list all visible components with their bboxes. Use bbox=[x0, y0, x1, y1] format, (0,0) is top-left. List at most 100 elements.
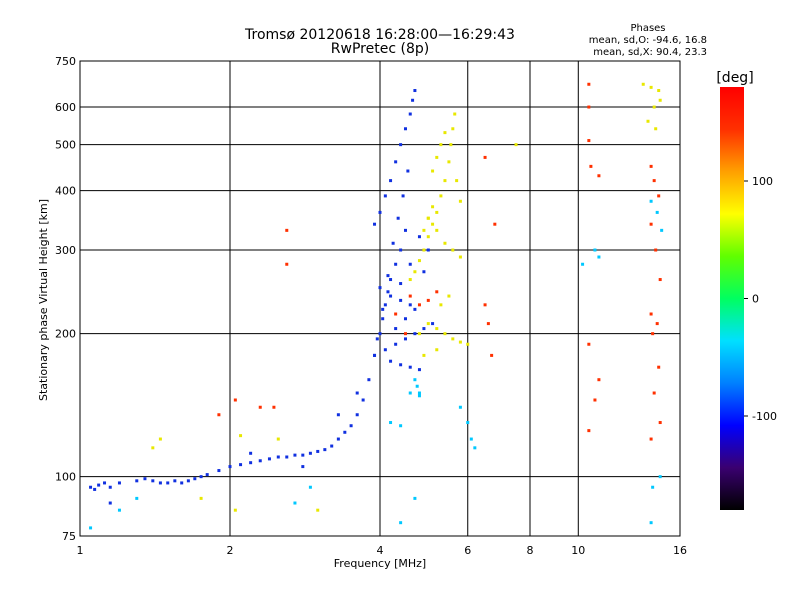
data-point bbox=[587, 429, 591, 433]
data-point bbox=[439, 303, 443, 307]
x-tick-label: 6 bbox=[464, 544, 471, 557]
data-point bbox=[439, 143, 443, 147]
data-point bbox=[391, 241, 395, 245]
data-point bbox=[451, 127, 455, 131]
chart-title-line1: Tromsø 20120618 16:28:00—16:29:43 bbox=[244, 27, 515, 43]
data-point bbox=[403, 127, 407, 131]
data-point bbox=[308, 451, 312, 455]
data-point bbox=[386, 290, 390, 294]
data-point bbox=[587, 105, 591, 109]
data-point bbox=[654, 127, 658, 131]
data-point bbox=[117, 508, 121, 512]
data-point bbox=[431, 205, 435, 209]
data-point bbox=[415, 384, 419, 388]
data-point bbox=[597, 174, 601, 178]
y-tick-label: 750 bbox=[55, 55, 76, 68]
x-tick-label: 2 bbox=[227, 544, 234, 557]
data-point bbox=[514, 143, 518, 147]
data-point bbox=[239, 463, 243, 467]
data-point bbox=[447, 294, 451, 298]
phases-title: Phases bbox=[630, 23, 665, 34]
data-point bbox=[103, 481, 107, 485]
data-point bbox=[589, 164, 593, 168]
data-point bbox=[381, 307, 385, 311]
data-point bbox=[394, 312, 398, 316]
data-point bbox=[408, 365, 412, 369]
data-point bbox=[151, 479, 155, 483]
x-tick-label: 4 bbox=[377, 544, 384, 557]
data-point bbox=[108, 501, 112, 505]
data-point bbox=[651, 485, 655, 489]
data-point bbox=[422, 353, 426, 357]
y-tick-label: 400 bbox=[55, 185, 76, 198]
data-point bbox=[646, 119, 650, 123]
data-point bbox=[383, 348, 387, 352]
data-point bbox=[316, 508, 320, 512]
data-point bbox=[422, 228, 426, 232]
data-point bbox=[239, 434, 243, 438]
data-point bbox=[458, 199, 462, 203]
data-point bbox=[276, 437, 280, 441]
x-tick-label: 1 bbox=[77, 544, 84, 557]
data-point bbox=[417, 332, 421, 336]
data-point bbox=[217, 413, 221, 417]
data-point bbox=[658, 475, 662, 479]
data-point bbox=[355, 391, 359, 395]
data-point bbox=[652, 179, 656, 183]
data-point bbox=[408, 278, 412, 282]
data-point bbox=[336, 437, 340, 441]
data-point bbox=[323, 448, 327, 452]
plot-frame bbox=[79, 60, 681, 537]
data-point bbox=[399, 143, 403, 147]
data-point bbox=[593, 398, 597, 402]
y-tick-label: 75 bbox=[62, 530, 76, 543]
data-point bbox=[151, 446, 155, 450]
data-point bbox=[228, 465, 232, 469]
data-point bbox=[431, 169, 435, 173]
data-point bbox=[408, 262, 412, 266]
data-point bbox=[443, 179, 447, 183]
data-point bbox=[473, 446, 477, 450]
data-point bbox=[285, 262, 289, 266]
data-point bbox=[394, 160, 398, 164]
y-tick-label: 500 bbox=[55, 139, 76, 152]
data-point bbox=[272, 405, 276, 409]
data-point bbox=[435, 290, 439, 294]
data-point bbox=[205, 473, 209, 477]
data-point bbox=[660, 228, 664, 232]
data-point bbox=[483, 303, 487, 307]
data-point bbox=[293, 501, 297, 505]
data-points bbox=[89, 82, 664, 530]
x-gridlines bbox=[229, 61, 579, 536]
data-point bbox=[378, 286, 382, 290]
y-tick-label: 600 bbox=[55, 101, 76, 114]
data-point bbox=[89, 526, 93, 530]
data-point bbox=[597, 255, 601, 259]
data-point bbox=[655, 210, 659, 214]
data-point bbox=[587, 139, 591, 143]
data-point bbox=[417, 391, 421, 395]
data-point bbox=[453, 112, 457, 116]
data-point bbox=[258, 459, 262, 463]
data-point bbox=[439, 194, 443, 198]
data-point bbox=[597, 378, 601, 382]
data-point bbox=[199, 475, 203, 479]
data-point bbox=[417, 259, 421, 263]
x-axis-ticks: 1 2 4 6 8 10 16 bbox=[77, 544, 688, 557]
data-point bbox=[399, 521, 403, 525]
data-point bbox=[267, 457, 271, 461]
x-axis-label: Frequency [MHz] bbox=[334, 557, 426, 570]
data-point bbox=[361, 398, 365, 402]
data-point bbox=[490, 353, 494, 357]
data-point bbox=[649, 222, 653, 226]
data-point bbox=[97, 483, 101, 487]
data-point bbox=[293, 453, 297, 457]
data-point bbox=[394, 327, 398, 331]
data-point bbox=[417, 394, 421, 398]
data-point bbox=[435, 327, 439, 331]
data-point bbox=[399, 248, 403, 252]
data-point bbox=[336, 413, 340, 417]
data-point bbox=[399, 363, 403, 367]
data-point bbox=[301, 453, 305, 457]
data-point bbox=[408, 112, 412, 116]
